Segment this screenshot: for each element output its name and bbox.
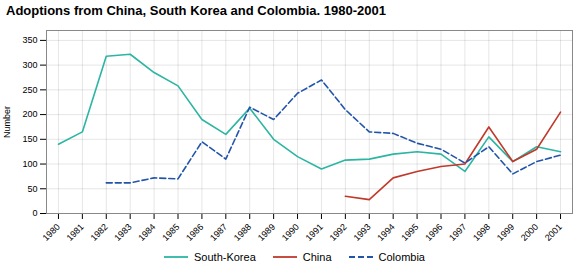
svg-text:1989: 1989 [256, 222, 277, 243]
svg-text:Number: Number [2, 106, 12, 138]
svg-text:1986: 1986 [184, 222, 205, 243]
html-text:China: China [302, 251, 332, 263]
svg-text:2000: 2000 [519, 222, 540, 243]
svg-text:1991: 1991 [304, 222, 325, 243]
svg-text:1987: 1987 [208, 222, 229, 243]
svg-text:1980: 1980 [41, 222, 62, 243]
svg-text:300: 300 [22, 60, 37, 70]
svg-text:1998: 1998 [471, 222, 492, 243]
svg-text:1981: 1981 [65, 222, 86, 243]
svg-text:50: 50 [27, 184, 37, 194]
svg-text:1997: 1997 [447, 222, 468, 243]
svg-text:1993: 1993 [351, 222, 372, 243]
svg-text:100: 100 [22, 159, 37, 169]
svg-text:1988: 1988 [232, 222, 253, 243]
svg-text:1992: 1992 [328, 222, 349, 243]
svg-text:1999: 1999 [495, 222, 516, 243]
html-text:South-Korea: South-Korea [194, 251, 256, 263]
html-text:Colombia: Colombia [378, 251, 425, 263]
svg-text:1982: 1982 [88, 222, 109, 243]
svg-text:1994: 1994 [375, 222, 396, 243]
svg-text:2001: 2001 [543, 222, 564, 243]
svg-text:1996: 1996 [423, 222, 444, 243]
svg-text:350: 350 [22, 35, 37, 45]
html-text:Adoptions from China, South Ko: Adoptions from China, South Korea and Co… [6, 3, 386, 18]
svg-text:1985: 1985 [160, 222, 181, 243]
svg-text:1983: 1983 [112, 222, 133, 243]
svg-text:1984: 1984 [136, 222, 157, 243]
svg-text:200: 200 [22, 109, 37, 119]
svg-text:0: 0 [32, 208, 37, 218]
svg-text:1995: 1995 [399, 222, 420, 243]
svg-text:250: 250 [22, 85, 37, 95]
svg-text:150: 150 [22, 134, 37, 144]
svg-text:1990: 1990 [280, 222, 301, 243]
